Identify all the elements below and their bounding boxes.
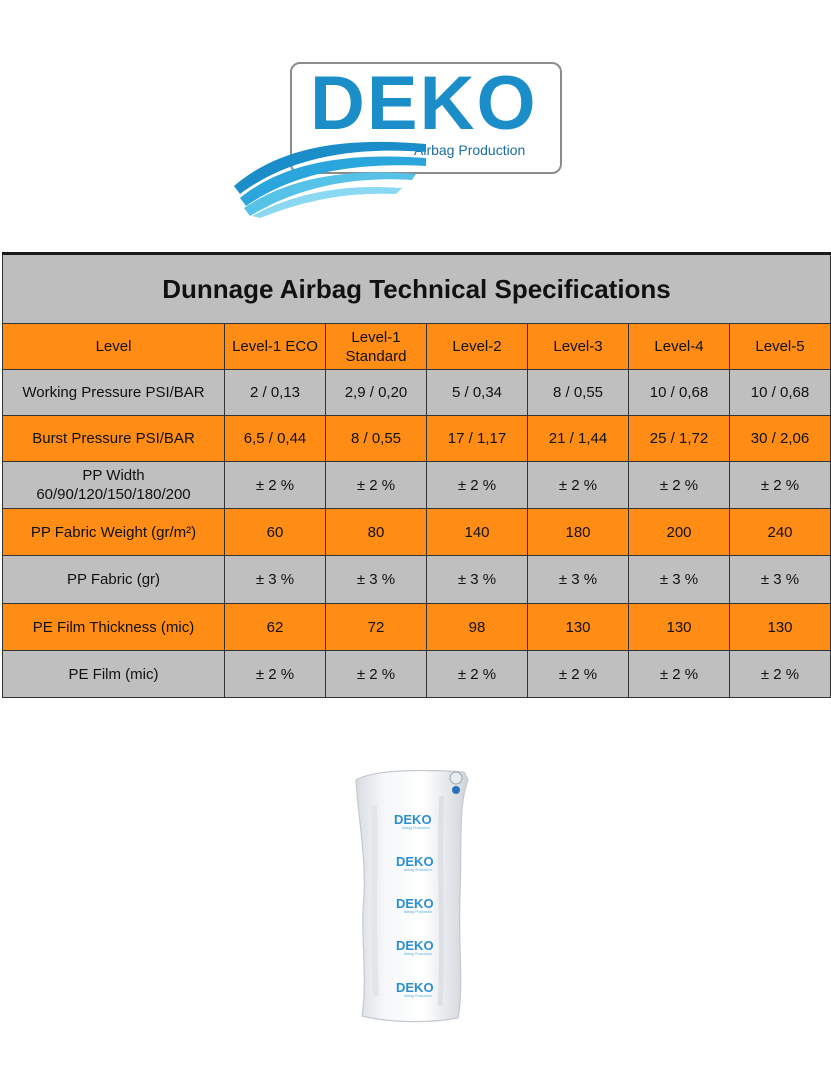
table-cell: 10 / 0,68	[729, 369, 831, 416]
table-title: Dunnage Airbag Technical Specifications	[2, 253, 831, 324]
row-label: Working Pressure PSI/BAR	[2, 369, 225, 416]
row-label: PP Fabric (gr)	[2, 555, 225, 604]
table-cell: ± 2 %	[628, 461, 730, 509]
logo-brand-text: DEKO	[310, 61, 538, 146]
table-cell: ± 2 %	[325, 461, 427, 509]
table-cell: 5 / 0,34	[426, 369, 528, 416]
dunnage-airbag-product-image: DEKO DEKO DEKO DEKO DEKO Airbag Producti…	[355, 769, 469, 1023]
row-label: PE Film (mic)	[2, 650, 225, 698]
table-row: Level Level-1 ECO Level-1 Standard Level-2 L…	[2, 323, 831, 370]
table-cell: 8 / 0,55	[325, 415, 427, 462]
bag-print-3: DEKO	[396, 896, 434, 911]
bag-print-1: DEKO	[394, 812, 432, 827]
table-cell: 21 / 1,44	[527, 415, 629, 462]
table-cell: 2 / 0,13	[224, 369, 326, 416]
deko-logo: DEKO Airbag Production	[226, 58, 566, 218]
table-cell: ± 2 %	[729, 650, 831, 698]
table-cell: 130	[628, 603, 730, 651]
logo-wave-swoosh-icon	[234, 141, 426, 218]
bag-print-5: DEKO	[396, 980, 434, 995]
table-cell: ± 2 %	[628, 650, 730, 698]
level-header-cell: Level-4	[628, 323, 730, 370]
level-header-cell: Level-1 ECO	[224, 323, 326, 370]
table-cell: ± 3 %	[325, 555, 427, 604]
table-cell: ± 2 %	[527, 650, 629, 698]
table-body: Level Level-1 ECO Level-1 Standard Level-2 L…	[2, 323, 831, 698]
table-cell: 6,5 / 0,44	[224, 415, 326, 462]
row-label: PP Fabric Weight (gr/m²)	[2, 508, 225, 556]
level-header-cell: Level-5	[729, 323, 831, 370]
table-cell: ± 3 %	[426, 555, 528, 604]
table-cell: 80	[325, 508, 427, 556]
row-label: Burst Pressure PSI/BAR	[2, 415, 225, 462]
bag-print-tagline-2: Airbag Production	[404, 868, 432, 872]
table-cell: 8 / 0,55	[527, 369, 629, 416]
table-cell: 98	[426, 603, 528, 651]
table-cell: 180	[527, 508, 629, 556]
table-cell: ± 3 %	[224, 555, 326, 604]
table-cell: ± 2 %	[426, 461, 528, 509]
table-row: PP Width 60/90/120/150/180/200 ± 2 % ± 2 %…	[2, 461, 831, 509]
bag-print-tagline-3: Airbag Production	[404, 910, 432, 914]
bag-print-tagline-5: Airbag Production	[404, 994, 432, 998]
row-label: PP Width 60/90/120/150/180/200	[2, 461, 225, 509]
logo-tagline: Airbag Production	[414, 142, 526, 158]
table-row: Working Pressure PSI/BAR 2 / 0,13 2,9 / 0,…	[2, 369, 831, 416]
table-cell: 62	[224, 603, 326, 651]
table-row: PE Film Thickness (mic) 62 72 98 130 130 130	[2, 603, 831, 651]
row-label: PE Film Thickness (mic)	[2, 603, 225, 651]
logo-frame	[290, 62, 562, 174]
table-cell: ± 2 %	[224, 461, 326, 509]
table-cell: 140	[426, 508, 528, 556]
bag-print-tagline-4: Airbag Production	[404, 952, 432, 956]
table-cell: 130	[729, 603, 831, 651]
table-cell: 10 / 0,68	[628, 369, 730, 416]
table-cell: 60	[224, 508, 326, 556]
specifications-table: Dunnage Airbag Technical Specifications …	[2, 252, 831, 698]
table-cell: ± 2 %	[729, 461, 831, 509]
table-cell: ± 2 %	[527, 461, 629, 509]
table-cell: ± 3 %	[628, 555, 730, 604]
table-row: PE Film (mic) ± 2 % ± 2 % ± 2 % ± 2 % ± 2 % ± …	[2, 650, 831, 698]
level-header-cell: Level-1 Standard	[325, 323, 427, 370]
table-cell: 240	[729, 508, 831, 556]
level-header-cell: Level-2	[426, 323, 528, 370]
table-cell: ± 3 %	[527, 555, 629, 604]
table-row: Burst Pressure PSI/BAR 6,5 / 0,44 8 / 0,55…	[2, 415, 831, 462]
table-cell: ± 2 %	[426, 650, 528, 698]
table-cell: 25 / 1,72	[628, 415, 730, 462]
bag-print-tagline-1: Airbag Production	[402, 826, 430, 830]
table-cell: ± 2 %	[224, 650, 326, 698]
table-cell: ± 3 %	[729, 555, 831, 604]
table-cell: 72	[325, 603, 427, 651]
row-label: Level	[2, 323, 225, 370]
level-header-cell: Level-3	[527, 323, 629, 370]
table-cell: 30 / 2,06	[729, 415, 831, 462]
table-cell: 200	[628, 508, 730, 556]
table-row: PP Fabric Weight (gr/m²) 60 80 140 180 200 240	[2, 508, 831, 556]
bag-print-2: DEKO	[396, 854, 434, 869]
table-cell: 2,9 / 0,20	[325, 369, 427, 416]
table-cell: 130	[527, 603, 629, 651]
table-cell: 17 / 1,17	[426, 415, 528, 462]
table-cell: ± 2 %	[325, 650, 427, 698]
table-row: PP Fabric (gr) ± 3 % ± 3 % ± 3 % ± 3 % ± 3 % ±…	[2, 555, 831, 604]
bag-print-4: DEKO	[396, 938, 434, 953]
